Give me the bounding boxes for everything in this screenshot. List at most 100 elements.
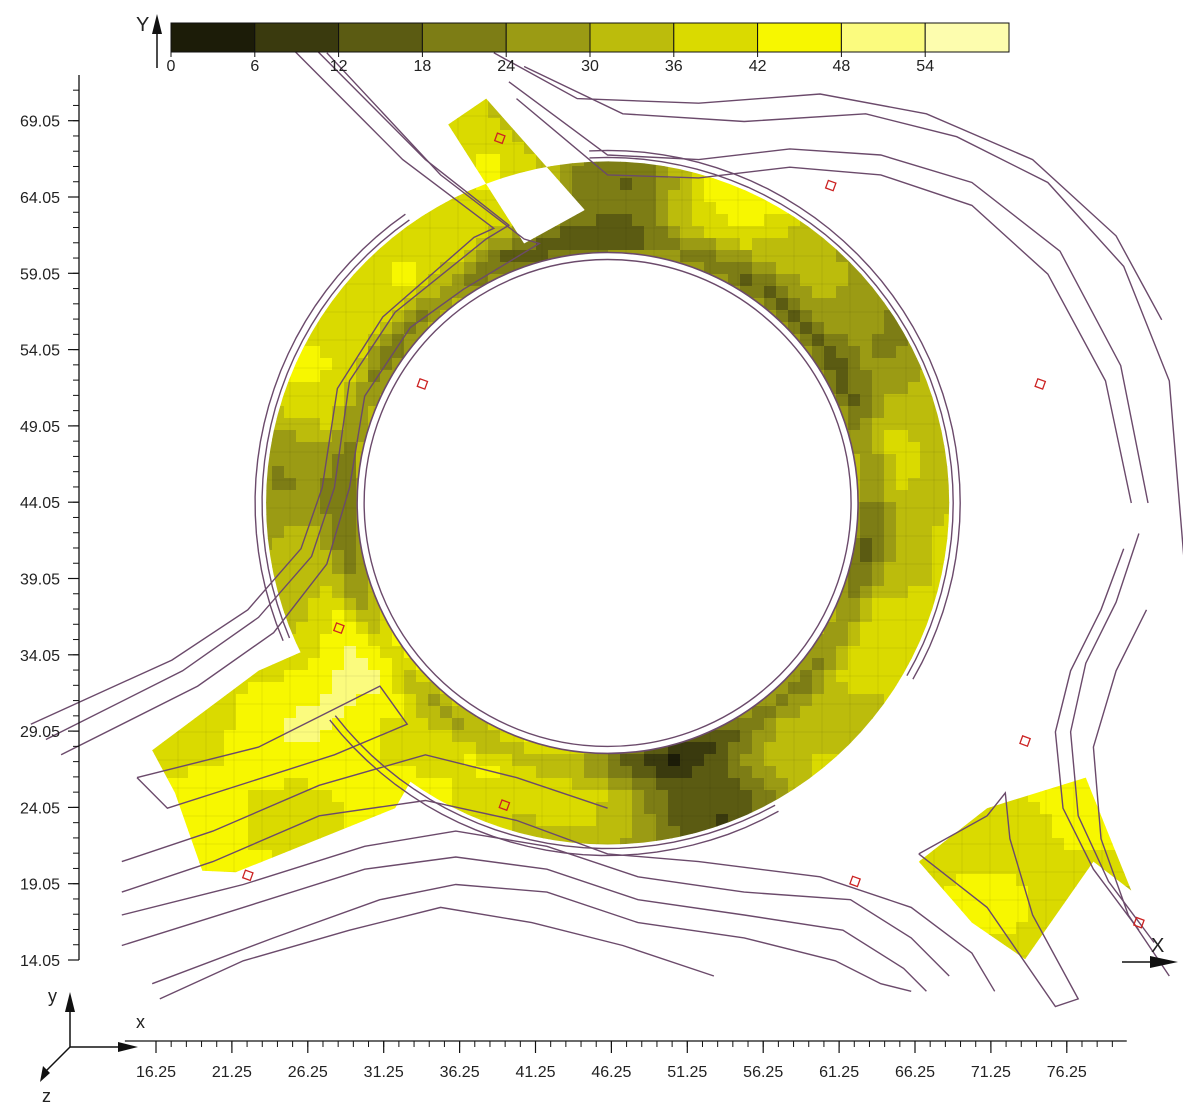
field-cell	[968, 70, 981, 83]
field-cell	[224, 358, 237, 371]
field-cell	[1052, 586, 1065, 599]
field-cell	[968, 634, 981, 647]
field-cell	[356, 598, 369, 611]
field-cell	[1088, 538, 1101, 551]
field-cell	[284, 226, 297, 239]
field-cell	[200, 274, 213, 287]
field-cell	[332, 154, 345, 167]
field-cell	[944, 82, 957, 95]
field-cell	[644, 178, 657, 191]
field-cell	[1100, 502, 1113, 515]
field-cell	[404, 226, 417, 239]
field-cell	[1028, 238, 1041, 251]
field-cell	[896, 430, 909, 443]
field-cell	[812, 778, 825, 791]
field-cell	[1016, 706, 1029, 719]
field-cell	[836, 298, 849, 311]
field-cell	[620, 190, 633, 203]
field-cell	[1016, 262, 1029, 275]
field-cell	[176, 70, 189, 83]
field-cell	[272, 178, 285, 191]
field-cell	[512, 106, 525, 119]
field-cell	[212, 118, 225, 131]
field-cell	[584, 238, 597, 251]
field-cell	[572, 778, 585, 791]
field-cell	[440, 706, 453, 719]
field-cell	[248, 334, 261, 347]
field-cell	[320, 226, 333, 239]
field-cell	[788, 274, 801, 287]
field-cell	[584, 190, 597, 203]
field-cell	[236, 154, 249, 167]
field-cell	[872, 214, 885, 227]
field-cell	[236, 634, 249, 647]
field-cell	[248, 106, 261, 119]
field-cell	[716, 226, 729, 239]
field-cell	[212, 454, 225, 467]
field-cell	[272, 310, 285, 323]
field-cell	[296, 430, 309, 443]
field-cell	[1052, 310, 1065, 323]
field-cell	[164, 550, 177, 563]
field-cell	[320, 238, 333, 251]
field-cell	[200, 98, 213, 107]
field-cell	[956, 310, 969, 323]
field-cell	[800, 142, 813, 155]
field-cell	[512, 190, 525, 203]
field-cell	[920, 442, 933, 455]
field-cell	[176, 370, 189, 383]
field-cell	[776, 262, 789, 275]
field-cell	[260, 106, 273, 119]
field-cell	[560, 238, 573, 251]
field-cell	[1064, 262, 1077, 275]
field-cell	[188, 478, 201, 491]
field-cell	[1064, 550, 1077, 563]
field-cell	[404, 310, 417, 323]
field-cell	[152, 202, 153, 215]
field-cell	[884, 514, 897, 527]
field-cell	[1016, 382, 1029, 395]
field-cell	[152, 106, 165, 119]
field-cell	[248, 502, 261, 515]
field-cell	[1028, 322, 1041, 335]
field-cell	[800, 226, 813, 239]
field-cell	[248, 154, 261, 167]
field-cell	[164, 190, 177, 203]
field-cell	[956, 358, 969, 371]
field-cell	[812, 742, 825, 755]
field-cell	[884, 766, 897, 779]
field-cell	[944, 766, 957, 779]
field-cell	[236, 790, 249, 803]
field-cell	[188, 562, 201, 575]
field-cell	[188, 514, 201, 527]
field-cell	[884, 406, 897, 419]
field-cell	[596, 130, 609, 143]
field-cell	[944, 322, 957, 335]
field-cell	[1112, 754, 1125, 767]
field-cell	[188, 70, 201, 83]
field-cell	[1076, 430, 1089, 443]
field-cell	[1040, 202, 1053, 215]
field-cell	[464, 154, 477, 167]
field-cell	[284, 394, 297, 407]
field-cell	[896, 730, 909, 743]
field-cell	[1076, 742, 1089, 755]
field-cell	[380, 742, 393, 755]
field-cell	[548, 202, 561, 215]
field-cell	[176, 286, 189, 299]
field-cell	[152, 730, 153, 743]
field-cell	[1100, 514, 1113, 527]
field-cell	[464, 142, 477, 155]
field-cell	[152, 430, 153, 443]
field-cell	[1052, 454, 1065, 467]
field-cell	[1100, 286, 1113, 299]
field-cell	[980, 634, 993, 647]
field-cell	[980, 322, 993, 335]
field-cell	[1064, 742, 1077, 755]
field-cell	[932, 766, 945, 779]
field-cell	[1004, 526, 1017, 539]
field-cell	[716, 142, 729, 155]
field-cell	[188, 538, 201, 551]
field-cell	[1004, 418, 1017, 431]
field-cell	[944, 142, 957, 155]
